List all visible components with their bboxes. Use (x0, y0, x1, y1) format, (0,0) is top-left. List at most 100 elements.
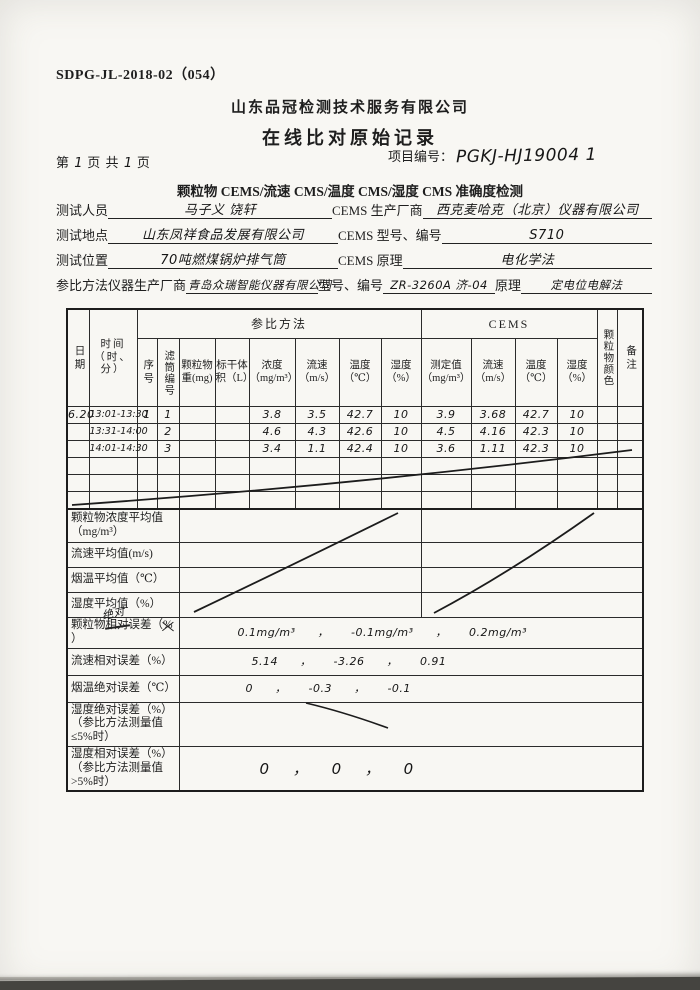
avg-humidity-ref-cell (178, 592, 422, 618)
cell-cems-humidity: 10 (556, 423, 598, 441)
col-header-seq: 序号 (136, 338, 158, 407)
cell-humidity: 10 (380, 406, 422, 424)
cems-mfr-value: 西克麦哈克（北京）仪器有限公司 (422, 203, 652, 219)
col-header-cems-value: 测定值（mg/m³） (420, 338, 472, 407)
cell-filter-no: 2 (156, 423, 180, 441)
cell-dust-mass (178, 423, 216, 441)
empty-row (66, 457, 644, 475)
field-row-reference: 参比方法仪器生产厂商 青岛众瑞智能仪器有限公司 型号、编号 ZR-3260A 济… (56, 275, 652, 294)
err-row-speed: 流速相对误差（%） 5.14 ， -3.26 ， 0.91 (66, 647, 644, 676)
avg-row-speed: 流速平均值(m/s) (66, 542, 644, 568)
col-header-speed: 流速（m/s） (294, 338, 340, 407)
form-subtitle: 颗粒物 CEMS/流速 CMS/温度 CMS/湿度 CMS 准确度检测 (176, 184, 524, 199)
cell-humidity: 10 (380, 423, 422, 441)
cell-cems-value: 4.5 (420, 423, 472, 441)
group-header-reference-method: 参比方法 (136, 308, 422, 339)
err-row-humidity-rel: 湿度相对误差（%）（参比方法测量值>5%时） 0 ， 0 ， 0 (66, 745, 644, 792)
avg-speed-cems-cell (420, 542, 644, 568)
cell-note (616, 440, 644, 458)
col-header-dry-volume: 标干体积（L） (214, 338, 253, 407)
err-speed-values: 5.14 ， -3.26 ， 0.91 (178, 647, 644, 676)
cell-time: 13:01-13:30 (88, 406, 148, 424)
avg-temp-ref-cell (178, 567, 422, 593)
cell-date (66, 440, 90, 458)
cell-cems-humidity: 10 (556, 440, 598, 458)
page-title: 在线比对原始记录 (262, 128, 438, 148)
page-num-handwritten: 1 (74, 156, 84, 171)
cell-speed: 1.1 (294, 440, 340, 458)
data-row-3: 14:01-14:30 3 3.4 1.1 42.4 10 3.6 1.11 4… (66, 440, 644, 458)
cell-speed: 4.3 (294, 423, 340, 441)
company-name: 山东品冠检测技术服务有限公司 (230, 100, 469, 116)
avg-particle-ref-cell (178, 507, 422, 543)
avg-speed-ref-cell (178, 542, 422, 568)
col-header-cems-temp: 温度（℃） (514, 338, 558, 407)
err-humidity-rel-label: 湿度相对误差（%）（参比方法测量值>5%时） (66, 745, 180, 792)
err-row-particle: 绝对 颗粒物相对误差（%） 0.1mg/m³ ， -0.1mg/m³ ， 0.2m… (66, 605, 644, 649)
project-value-handwritten: PGKJ-HJ19004 1 (456, 144, 598, 168)
col-header-date: 日期 (66, 308, 90, 407)
cell-dry-volume (214, 406, 250, 424)
err-humidity-abs-values (178, 701, 644, 747)
err-particle-label: 绝对 颗粒物相对误差（%） (66, 605, 180, 649)
cell-date: 6.20 (66, 406, 94, 424)
cems-model-value: S710 (441, 228, 652, 244)
cell-humidity: 10 (380, 440, 422, 458)
avg-humidity-cems-cell (420, 592, 644, 618)
cell-cems-speed: 4.16 (470, 423, 516, 441)
col-header-concentration: 浓度（mg/m³） (248, 338, 298, 407)
group-header-cems: CEMS (420, 308, 598, 339)
col-header-note: 备注 (616, 308, 644, 407)
field-row-site: 测试地点 山东凤祥食品发展有限公司 CEMS 型号、编号 S710 (56, 225, 652, 244)
tester-label: 测试人员 (56, 203, 109, 218)
cell-cems-speed: 3.68 (470, 406, 516, 424)
cell-color (596, 440, 618, 458)
page-number-line: 第 1 页 共 1 页 (56, 152, 151, 171)
field-row-tester: 测试人员 马子义 饶轩 CEMS 生产厂商 西克麦哈克（北京）仪器有限公司 (56, 200, 652, 219)
data-row-1: 6.20 13:01-13:30 1 1 3.8 3.5 42.7 10 3.9… (66, 406, 644, 424)
cell-color (596, 406, 618, 424)
cell-cems-temp: 42.3 (514, 423, 558, 441)
avg-particle-cems-cell (420, 507, 644, 543)
err-temp-label: 烟温绝对误差（℃） (66, 674, 180, 703)
cems-mfr-label: CEMS 生产厂商 (332, 203, 423, 218)
cell-cems-value: 3.9 (420, 406, 472, 424)
err-row-temp: 烟温绝对误差（℃） 0 ， -0.3 ， -0.1 (66, 674, 644, 703)
err-speed-label: 流速相对误差（%） (66, 647, 180, 676)
ref-principle-value: 定电位电解法 (521, 278, 652, 294)
avg-temp-cems-cell (420, 567, 644, 593)
col-header-particle-color: 颗粒物颜色 (596, 308, 618, 407)
field-row-position: 测试位置 70吨燃煤锅炉排气筒 CEMS 原理 电化学法 (56, 250, 652, 269)
cell-note (616, 406, 644, 424)
position-label: 测试位置 (56, 253, 109, 268)
cell-dust-mass (178, 406, 216, 424)
cell-dry-volume (214, 440, 250, 458)
col-header-filter-no: 滤筒编号 (156, 338, 180, 407)
cell-color (596, 423, 618, 441)
page-mid: 页 共 (87, 155, 120, 170)
err-temp-values: 0 ， -0.3 ， -0.1 (178, 674, 644, 703)
cems-principle-value: 电化学法 (402, 253, 652, 269)
position-value: 70吨燃煤锅炉排气筒 (108, 253, 339, 269)
ref-mfr-value: 青岛众瑞智能仪器有限公司 (186, 278, 333, 294)
avg-humidity-label: 湿度平均值（%） (66, 592, 180, 618)
comparison-table: 日期 时间（时、分） 参比方法 CEMS 颗粒物颜色 备注 序号 滤筒编号 颗粒… (66, 308, 645, 793)
err-humidity-abs-label: 湿度绝对误差（%）（参比方法测量值≤5%时） (66, 701, 180, 747)
cell-time: 14:01-14:30 (88, 440, 148, 458)
cell-cems-temp: 42.3 (514, 440, 558, 458)
doc-code: SDPG-JL-2018-02（054） (56, 68, 225, 83)
empty-row (66, 474, 644, 492)
cell-concentration: 4.6 (248, 423, 296, 441)
col-header-dust-mass: 颗粒物重(mg) (178, 338, 216, 407)
avg-row-temp: 烟温平均值（℃） (66, 567, 644, 593)
cell-time: 13:31-14:00 (88, 423, 148, 441)
avg-speed-label: 流速平均值(m/s) (66, 542, 180, 568)
cell-filter-no: 3 (156, 440, 180, 458)
page-total-handwritten: 1 (123, 156, 133, 171)
cell-cems-humidity: 10 (556, 406, 598, 424)
cell-dust-mass (178, 440, 216, 458)
empty-row (66, 491, 644, 509)
cell-temp: 42.4 (338, 440, 382, 458)
err-particle-values: 0.1mg/m³ ， -0.1mg/m³ ， 0.2mg/m³ (178, 617, 644, 649)
